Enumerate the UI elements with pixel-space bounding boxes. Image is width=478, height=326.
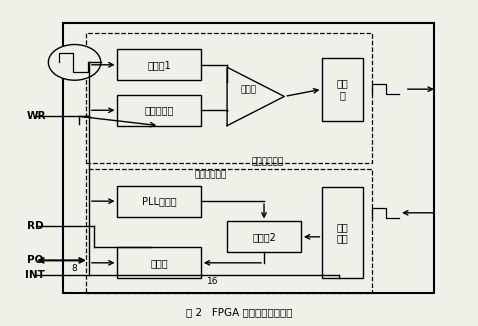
Bar	[322, 187, 363, 278]
Bar	[87, 170, 372, 293]
Polygon shape	[227, 67, 284, 126]
Text: 状态
机: 状态 机	[337, 78, 348, 100]
Text: 16: 16	[207, 277, 218, 286]
Text: 8: 8	[72, 264, 77, 273]
Bar	[118, 247, 201, 278]
Text: 脉冲发射模块: 脉冲发射模块	[251, 157, 284, 166]
Text: PLL倍频器: PLL倍频器	[142, 196, 176, 206]
Bar	[118, 95, 201, 126]
Bar	[227, 221, 301, 252]
Text: 脉宽寄存器: 脉宽寄存器	[144, 105, 174, 115]
Text: RD: RD	[27, 221, 43, 231]
Text: 计数器2: 计数器2	[252, 232, 276, 242]
Text: PO: PO	[27, 255, 43, 265]
Text: 控制
模块: 控制 模块	[337, 222, 348, 244]
Text: 计数器1: 计数器1	[147, 60, 171, 70]
Bar	[63, 23, 435, 293]
Text: INT: INT	[24, 270, 44, 280]
Bar	[118, 186, 201, 216]
Circle shape	[48, 45, 101, 80]
Text: 锁存器: 锁存器	[151, 258, 168, 268]
Text: 脉冲接收模块: 脉冲接收模块	[194, 170, 227, 179]
Bar	[118, 49, 201, 80]
Bar	[87, 33, 372, 163]
Text: WR: WR	[27, 111, 46, 121]
Text: 图 2   FPGA 脉冲产生接收原图: 图 2 FPGA 脉冲产生接收原图	[186, 307, 292, 317]
Bar	[322, 57, 363, 121]
Text: 比较器: 比较器	[241, 85, 257, 95]
